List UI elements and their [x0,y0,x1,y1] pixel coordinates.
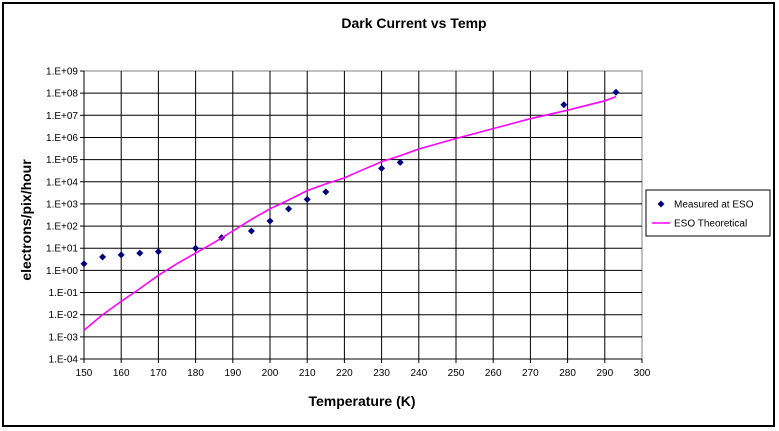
x-tick-label: 210 [299,368,316,379]
data-point-measured [378,164,386,172]
x-tick-label: 150 [76,368,93,379]
data-point-measured [80,260,88,268]
data-point-measured [303,195,311,203]
data-point-measured [192,244,200,252]
y-tick-label: 1.E+06 [46,133,78,144]
x-axis-title: Temperature (K) [308,393,415,409]
data-point-measured [612,88,620,96]
y-axis-title: electrons/pix/hour [18,159,34,281]
y-tick-label: 1.E+02 [46,222,78,233]
y-tick-label: 1.E-04 [49,355,79,366]
y-tick-label: 1.E+08 [46,89,78,100]
legend-label: ESO Theoretical [674,219,747,230]
x-tick-label: 230 [373,368,390,379]
data-point-measured [117,251,125,259]
x-tick-label: 190 [224,368,241,379]
x-tick-label: 170 [150,368,167,379]
x-tick-label: 290 [596,368,613,379]
data-point-measured [322,188,330,196]
data-point-measured [154,248,162,256]
series-line-eso-theoretical [83,95,617,331]
y-tick-label: 1.E+00 [46,266,78,277]
data-point-measured [560,101,568,109]
x-tick-label: 220 [336,368,353,379]
x-tick-label: 160 [113,368,130,379]
x-tick-label: 280 [559,368,576,379]
data-point-measured [136,249,144,257]
x-tick-label: 200 [262,368,279,379]
legend-swatch-diamond [657,200,665,208]
data-point-measured [266,217,274,225]
data-point-measured [396,158,404,166]
y-tick-label: 1.E+09 [46,67,78,78]
y-tick-label: 1.E+03 [46,199,78,210]
x-tick-label: 300 [634,368,651,379]
y-tick-label: 1.E+01 [46,244,78,255]
x-tick-label: 240 [410,368,427,379]
y-tick-label: 1.E-02 [49,310,79,321]
data-point-measured [285,205,293,213]
y-tick-label: 1.E+07 [46,111,78,122]
data-point-measured [247,227,255,235]
y-tick-label: 1.E+04 [46,177,78,188]
x-tick-label: 260 [485,368,502,379]
plot-background [83,70,643,360]
y-tick-label: 1.E-01 [49,288,79,299]
y-tick-label: 1.E-03 [49,332,79,343]
chart-title: Dark Current vs Temp [341,15,486,31]
x-tick-label: 270 [522,368,539,379]
x-tick-label: 250 [448,368,465,379]
legend-label: Measured at ESO [674,200,754,211]
x-tick-label: 180 [187,368,204,379]
y-tick-label: 1.E+05 [46,155,78,166]
plot-area: 150 160 170 180 190 200 210 220 230 240 250 260 270 2… [46,67,651,380]
data-point-measured [99,253,107,261]
legend-box [645,189,771,237]
legend: Measured at ESO ESO Theoretical [645,189,771,237]
